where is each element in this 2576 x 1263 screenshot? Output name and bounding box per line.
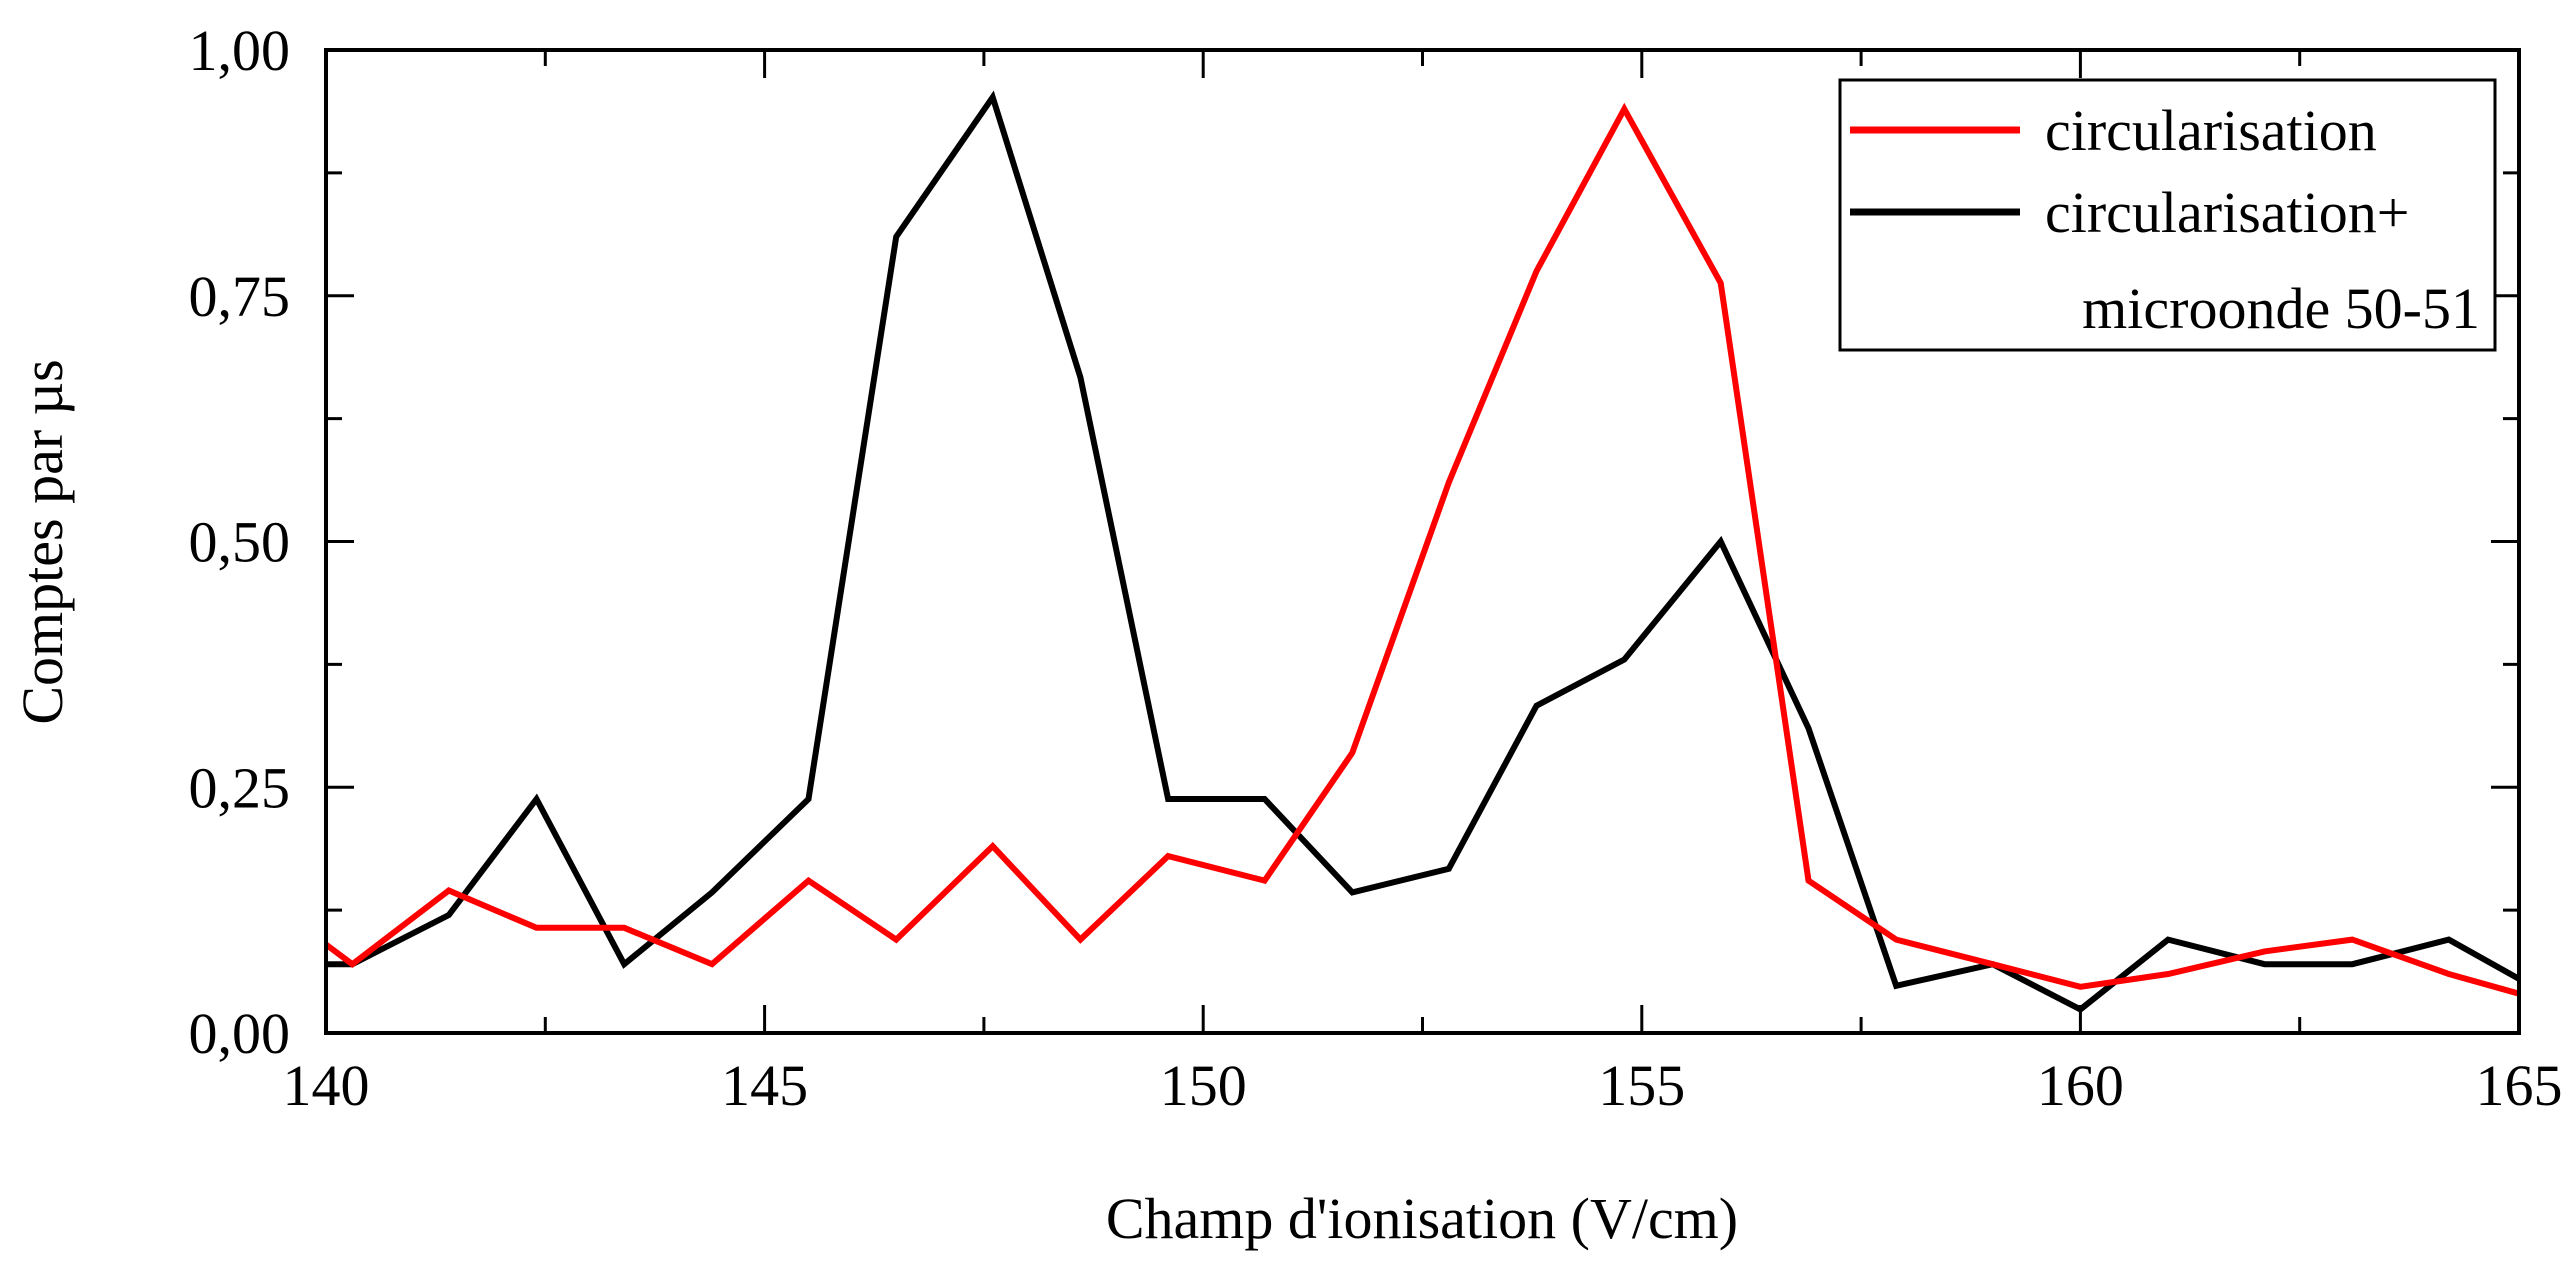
x-tick-label: 140 xyxy=(283,1053,370,1118)
x-tick-label: 160 xyxy=(2037,1053,2124,1118)
series-line-circularisation xyxy=(324,102,2520,997)
y-tick-label: 0,75 xyxy=(189,264,291,329)
series-layer xyxy=(324,90,2521,1013)
y-tick-label: 1,00 xyxy=(189,18,291,83)
series-line-circularisation-microonde xyxy=(326,90,2521,1013)
legend-label-circularisation: circularisation xyxy=(2045,98,2377,163)
legend-label-circularisation-plus: circularisation+ xyxy=(2045,180,2409,245)
y-tick-label: 0,25 xyxy=(189,755,291,820)
x-tick-label: 155 xyxy=(1598,1053,1685,1118)
tick-labels: 140 145 150 155 160 165 0,00 0,25 0,50 0,75 1,00 xyxy=(189,18,2563,1118)
y-tick-label: 0,00 xyxy=(189,1001,291,1066)
plot-frame xyxy=(324,48,2521,1035)
x-tick-label: 145 xyxy=(721,1053,808,1118)
legend: circularisation circularisation+ microon… xyxy=(1838,78,2497,352)
x-axis-label: Champ d'ionisation (V/cm) xyxy=(1106,1186,1738,1251)
y-tick-label: 0,50 xyxy=(189,510,291,575)
legend-label-microonde: microonde 50-51 xyxy=(2082,276,2480,341)
x-tick-label: 150 xyxy=(1160,1053,1247,1118)
y-axis-label: Comptes par µs xyxy=(10,359,75,724)
x-tick-label: 165 xyxy=(2476,1053,2563,1118)
